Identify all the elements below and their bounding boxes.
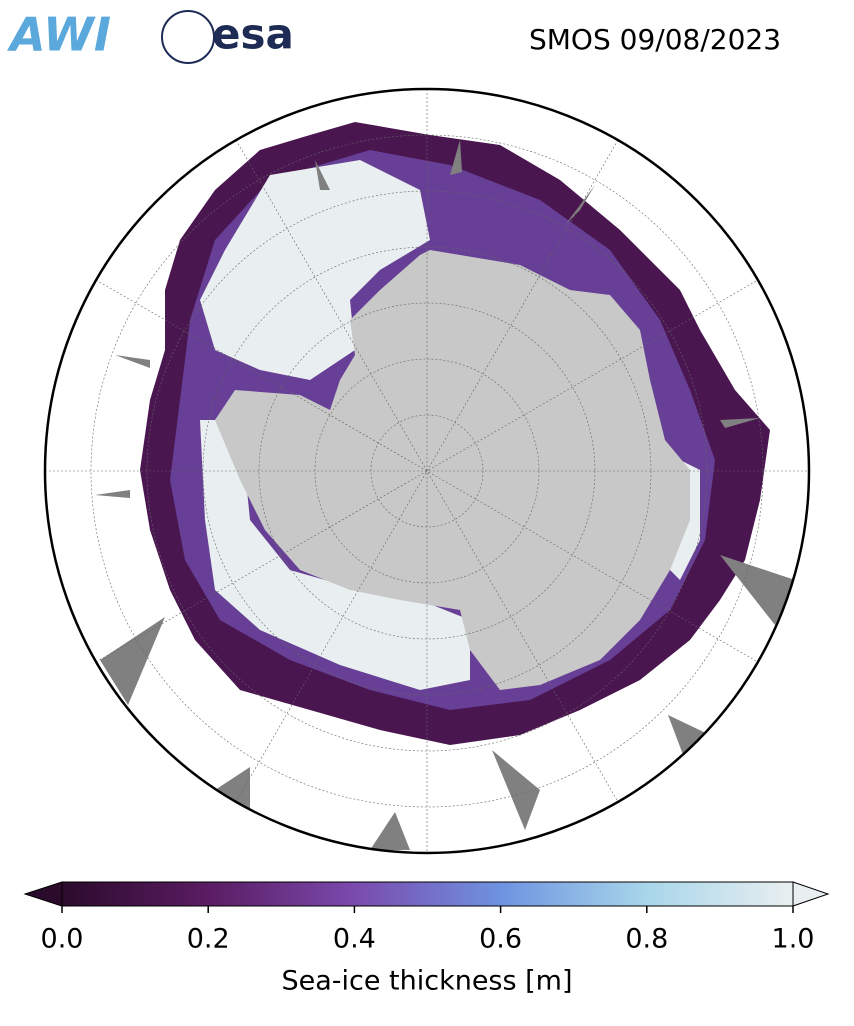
sea-ice-thick <box>200 160 700 690</box>
colorbar-tick-label: 0.8 <box>625 924 668 955</box>
title: SMOS 09/08/2023 <box>529 23 781 56</box>
map <box>45 89 809 853</box>
colorbar-extend-high <box>792 881 830 907</box>
colorbar-tick-label: 0.2 <box>187 924 230 955</box>
graticule <box>45 89 809 853</box>
colorbar-bar <box>61 881 794 907</box>
colorbar-tick-label: 0.4 <box>333 924 376 955</box>
logo-esa: esa <box>212 10 294 59</box>
colorbar-tick-label: 0.0 <box>41 924 84 955</box>
colorbar-tick-label: 1.0 <box>772 924 815 955</box>
colorbar-extend-low <box>23 881 63 907</box>
data-gaps <box>95 140 795 850</box>
antarctica <box>215 250 690 690</box>
logo-awi: AWI <box>7 8 111 62</box>
colorbar-tick-label: 0.6 <box>479 924 522 955</box>
map-border <box>43 87 811 855</box>
colorbar: Sea-ice thickness [m] 0.0 0.2 0.4 0.6 0.8 1.0 <box>23 881 830 997</box>
colorbar-label: Sea-ice thickness [m] <box>281 966 572 997</box>
logo-esa-mark <box>161 10 215 64</box>
